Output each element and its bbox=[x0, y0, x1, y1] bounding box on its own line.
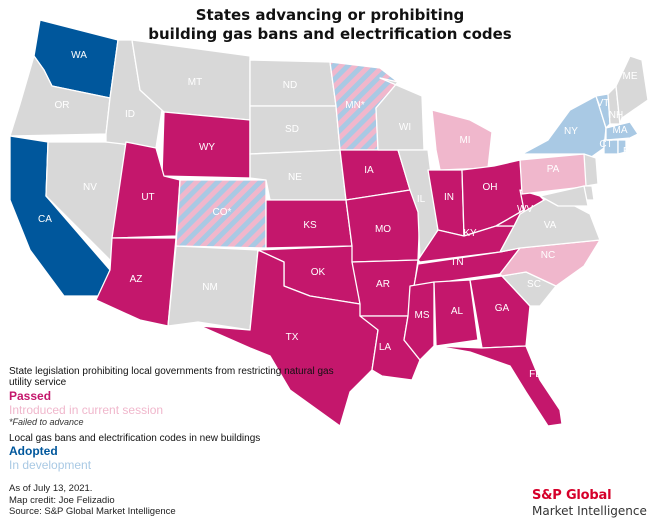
state-label-la: LA bbox=[379, 342, 392, 353]
state-md bbox=[539, 185, 589, 207]
state-label-nm: NM bbox=[202, 282, 218, 293]
map-title: States advancing or prohibiting building… bbox=[0, 6, 660, 44]
brand-name: S&P Global bbox=[532, 488, 612, 503]
sp-global-logo: S&P Global Market Intelligence bbox=[532, 488, 647, 518]
state-label-ga: GA bbox=[495, 303, 510, 314]
state-label-ok: OK bbox=[311, 267, 326, 278]
state-label-mt: MT bbox=[188, 77, 202, 88]
state-label-tn: TN bbox=[450, 257, 463, 268]
legend-adopted: Adopted bbox=[9, 444, 58, 458]
state-label-nv: NV bbox=[83, 182, 97, 193]
state-label-nd: ND bbox=[283, 80, 297, 91]
map-legend: State legislation prohibiting local gove… bbox=[9, 366, 339, 472]
state-label-mn: MN* bbox=[345, 100, 365, 111]
state-label-sd: SD bbox=[285, 124, 299, 135]
state-label-al: AL bbox=[451, 306, 464, 317]
state-label-in: IN bbox=[444, 192, 454, 203]
state-label-or: OR bbox=[55, 100, 70, 111]
state-ri bbox=[617, 139, 627, 155]
state-label-nj: NJ bbox=[601, 168, 613, 179]
state-label-ut: UT bbox=[141, 192, 154, 203]
state-label-id: ID bbox=[125, 109, 135, 120]
state-label-ky: KY bbox=[463, 228, 477, 239]
title-line-1: States advancing or prohibiting bbox=[195, 6, 465, 24]
state-ga bbox=[469, 275, 531, 349]
state-label-me: ME bbox=[623, 71, 638, 82]
footer-date: As of July 13, 2021. bbox=[9, 483, 93, 494]
state-label-ca: CA bbox=[38, 214, 52, 225]
footer-credit: Map credit: Joe Felizadio bbox=[9, 494, 115, 506]
state-label-ri: RI bbox=[623, 146, 633, 157]
footer-source: Source: S&P Global Market Intelligence bbox=[9, 506, 176, 517]
state-label-wv: WV bbox=[517, 204, 533, 215]
state-al bbox=[433, 279, 479, 347]
state-nj bbox=[583, 153, 599, 187]
title-line-2: building gas bans and electrification co… bbox=[148, 25, 512, 43]
state-label-wi: WI bbox=[399, 122, 411, 133]
legend-heading-legislation: State legislation prohibiting local gove… bbox=[9, 366, 334, 388]
state-label-oh: OH bbox=[483, 182, 498, 193]
state-label-ne: NE bbox=[288, 172, 302, 183]
source-footer: As of July 13, 2021. Map credit: Joe Fel… bbox=[9, 483, 176, 518]
state-label-mi: MI bbox=[459, 135, 470, 146]
state-label-va: VA bbox=[544, 220, 557, 231]
legend-introduced: Introduced in current session bbox=[9, 403, 164, 417]
state-label-co: CO* bbox=[213, 207, 232, 218]
state-nm bbox=[167, 245, 259, 331]
legend-failed-note: *Failed to advance bbox=[9, 417, 84, 427]
state-label-az: AZ bbox=[130, 274, 143, 285]
state-wi bbox=[375, 77, 425, 151]
state-label-wa: WA bbox=[71, 50, 87, 61]
state-label-ia: IA bbox=[364, 165, 374, 176]
state-label-tx: TX bbox=[286, 332, 299, 343]
state-label-ct: CT bbox=[599, 139, 612, 150]
state-fl bbox=[435, 345, 563, 427]
brand-subtitle: Market Intelligence bbox=[532, 504, 647, 518]
state-label-il: IL bbox=[417, 194, 426, 205]
state-label-fl: FL bbox=[529, 369, 541, 380]
state-label-de: DE bbox=[597, 190, 611, 201]
state-label-ms: MS bbox=[415, 310, 430, 321]
state-ma bbox=[605, 121, 639, 141]
state-label-mo: MO bbox=[375, 224, 391, 235]
state-label-ks: KS bbox=[303, 220, 317, 231]
state-label-vt: VT bbox=[597, 98, 610, 109]
state-label-sc: SC bbox=[527, 279, 541, 290]
state-label-wy: WY bbox=[199, 142, 215, 153]
state-wv bbox=[495, 189, 545, 227]
legend-passed: Passed bbox=[9, 389, 52, 403]
state-label-ar: AR bbox=[376, 279, 390, 290]
state-label-md: MD bbox=[595, 202, 611, 213]
state-label-ma: MA bbox=[613, 125, 628, 136]
state-label-nh: NH bbox=[609, 110, 623, 121]
state-label-pa: PA bbox=[547, 164, 560, 175]
legend-in-development: In development bbox=[9, 458, 92, 472]
state-label-ny: NY bbox=[564, 126, 578, 137]
legend-heading-local-bans: Local gas bans and electrification codes… bbox=[9, 433, 261, 444]
state-label-nc: NC bbox=[541, 250, 555, 261]
